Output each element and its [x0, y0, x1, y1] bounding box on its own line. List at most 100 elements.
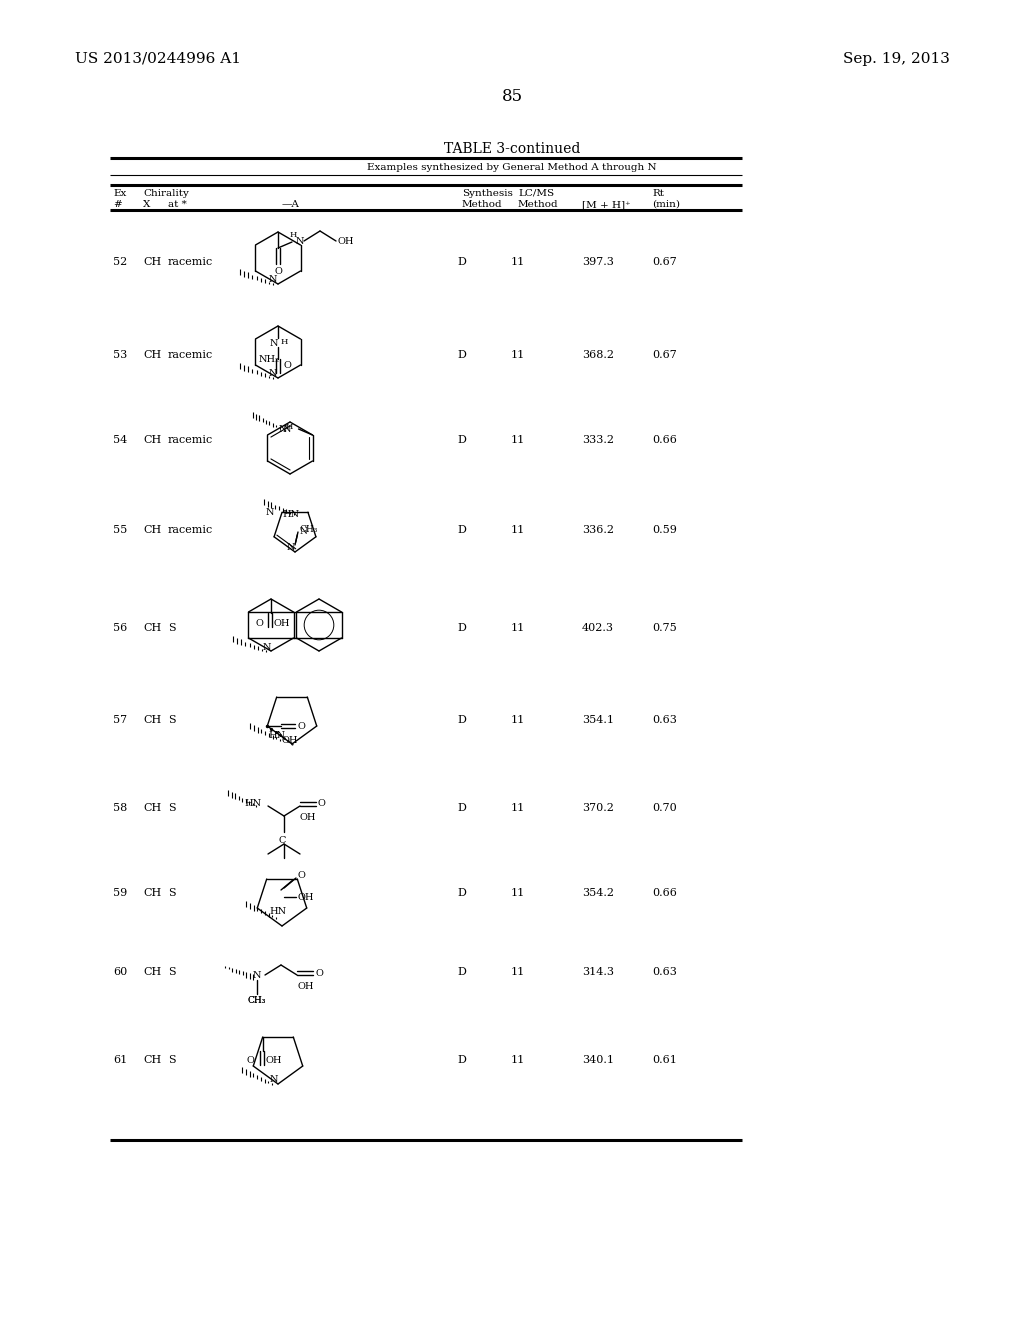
Text: D: D	[458, 1055, 467, 1065]
Text: 11: 11	[511, 350, 525, 360]
Text: 0.61: 0.61	[652, 1055, 677, 1065]
Text: HN: HN	[269, 731, 286, 741]
Text: 0.66: 0.66	[652, 888, 677, 898]
Text: O: O	[318, 800, 326, 808]
Text: CH: CH	[143, 1055, 161, 1065]
Text: at *: at *	[168, 201, 186, 209]
Text: racemic: racemic	[168, 525, 213, 535]
Text: S: S	[168, 1055, 176, 1065]
Text: 56: 56	[113, 623, 127, 634]
Text: N: N	[279, 425, 287, 433]
Text: N: N	[269, 339, 279, 348]
Text: N: N	[263, 643, 271, 652]
Text: HN: HN	[269, 907, 287, 916]
Text: D: D	[458, 888, 467, 898]
Text: CH: CH	[143, 888, 161, 898]
Text: H: H	[286, 422, 293, 432]
Text: 333.2: 333.2	[582, 436, 614, 445]
Text: racemic: racemic	[168, 350, 213, 360]
Text: CH: CH	[143, 525, 161, 535]
Text: D: D	[458, 968, 467, 977]
Text: Rt: Rt	[652, 189, 664, 198]
Text: Method: Method	[518, 201, 559, 209]
Text: N: N	[296, 236, 304, 246]
Text: S: S	[168, 888, 176, 898]
Text: H: H	[281, 338, 289, 346]
Text: LC/MS: LC/MS	[518, 189, 554, 198]
Text: 354.1: 354.1	[582, 715, 614, 725]
Text: N: N	[269, 1074, 279, 1084]
Text: racemic: racemic	[168, 257, 213, 267]
Text: S: S	[168, 715, 176, 725]
Text: 11: 11	[511, 968, 525, 977]
Text: 336.2: 336.2	[582, 525, 614, 535]
Text: N: N	[268, 276, 278, 285]
Text: 11: 11	[511, 623, 525, 634]
Text: O: O	[255, 619, 263, 627]
Text: 0.59: 0.59	[652, 525, 677, 535]
Text: S: S	[168, 623, 176, 634]
Text: 57: 57	[113, 715, 127, 725]
Text: OH: OH	[338, 236, 354, 246]
Text: 0.67: 0.67	[652, 350, 677, 360]
Text: N: N	[268, 370, 278, 379]
Text: NH₂: NH₂	[258, 355, 280, 364]
Text: N: N	[299, 528, 307, 536]
Text: 11: 11	[511, 888, 525, 898]
Text: S: S	[168, 968, 176, 977]
Text: 85: 85	[502, 88, 522, 106]
Text: —A: —A	[281, 201, 299, 209]
Text: 0.67: 0.67	[652, 257, 677, 267]
Text: D: D	[458, 350, 467, 360]
Text: 53: 53	[113, 350, 127, 360]
Text: N: N	[283, 425, 291, 434]
Text: Synthesis: Synthesis	[462, 189, 513, 198]
Text: 402.3: 402.3	[582, 623, 614, 634]
Text: N: N	[287, 543, 295, 552]
Text: 52: 52	[113, 257, 127, 267]
Text: O: O	[315, 969, 323, 978]
Text: CH: CH	[143, 968, 161, 977]
Text: D: D	[458, 803, 467, 813]
Text: Ex: Ex	[113, 189, 126, 198]
Text: [M + H]⁺: [M + H]⁺	[582, 201, 631, 209]
Text: 314.3: 314.3	[582, 968, 614, 977]
Text: Examples synthesized by General Method A through N: Examples synthesized by General Method A…	[368, 162, 656, 172]
Text: 11: 11	[511, 525, 525, 535]
Text: 11: 11	[511, 257, 525, 267]
Text: CH: CH	[143, 715, 161, 725]
Text: 0.75: 0.75	[652, 623, 677, 634]
Text: O: O	[297, 722, 305, 730]
Text: 354.2: 354.2	[582, 888, 614, 898]
Text: D: D	[458, 623, 467, 634]
Text: 368.2: 368.2	[582, 350, 614, 360]
Text: 55: 55	[113, 525, 127, 535]
Text: OH: OH	[265, 1056, 283, 1065]
Text: CH₃: CH₃	[300, 525, 318, 535]
Text: O: O	[274, 267, 282, 276]
Text: #: #	[113, 201, 122, 209]
Text: HN: HN	[283, 510, 300, 519]
Text: CH: CH	[143, 257, 161, 267]
Text: CH: CH	[143, 436, 161, 445]
Text: OH: OH	[274, 619, 291, 627]
Text: D: D	[458, 436, 467, 445]
Text: OH: OH	[300, 813, 316, 822]
Text: O: O	[298, 871, 306, 880]
Text: 11: 11	[511, 803, 525, 813]
Text: 370.2: 370.2	[582, 803, 613, 813]
Text: 340.1: 340.1	[582, 1055, 614, 1065]
Text: 59: 59	[113, 888, 127, 898]
Text: 0.66: 0.66	[652, 436, 677, 445]
Text: S: S	[168, 803, 176, 813]
Text: H: H	[290, 231, 297, 239]
Text: D: D	[458, 525, 467, 535]
Text: CH: CH	[143, 350, 161, 360]
Text: D: D	[458, 715, 467, 725]
Text: CH: CH	[143, 803, 161, 813]
Text: OH: OH	[282, 737, 298, 744]
Text: CH₃: CH₃	[248, 997, 266, 1005]
Text: Sep. 19, 2013: Sep. 19, 2013	[843, 51, 950, 66]
Text: O: O	[283, 362, 291, 371]
Text: O: O	[247, 1056, 255, 1065]
